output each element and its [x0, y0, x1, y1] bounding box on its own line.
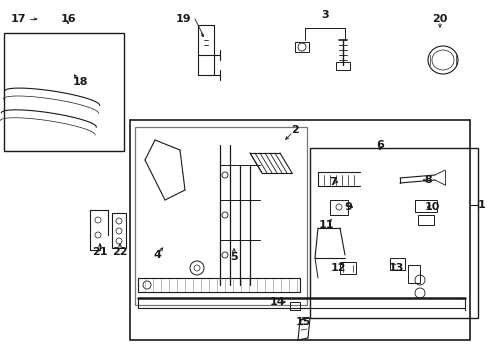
- Text: 21: 21: [92, 247, 108, 257]
- Text: 12: 12: [330, 263, 346, 273]
- Text: 10: 10: [424, 202, 440, 212]
- Bar: [112, 213, 126, 248]
- Text: 20: 20: [432, 14, 448, 24]
- Bar: [310, 148, 478, 318]
- Bar: [135, 127, 307, 305]
- Text: 19: 19: [175, 14, 191, 24]
- Bar: [415, 200, 437, 212]
- Text: 1: 1: [478, 200, 486, 210]
- Text: 7: 7: [329, 177, 337, 187]
- Bar: [330, 200, 348, 215]
- Text: 4: 4: [153, 250, 161, 260]
- Text: 2: 2: [291, 125, 299, 135]
- Bar: [4, 33, 124, 151]
- Text: 3: 3: [321, 10, 329, 20]
- Text: 13: 13: [388, 263, 404, 273]
- Bar: [418, 215, 434, 225]
- Text: 5: 5: [230, 252, 238, 262]
- Text: 8: 8: [424, 175, 432, 185]
- Text: 16: 16: [60, 14, 76, 24]
- Bar: [295, 42, 309, 52]
- Bar: [340, 262, 356, 274]
- Text: 6: 6: [376, 140, 384, 150]
- Bar: [336, 62, 350, 70]
- Text: 17: 17: [10, 14, 26, 24]
- Text: 14: 14: [269, 297, 285, 307]
- Bar: [390, 258, 405, 270]
- Text: 18: 18: [72, 77, 88, 87]
- Bar: [130, 120, 470, 340]
- Text: 22: 22: [112, 247, 128, 257]
- Bar: [408, 265, 420, 283]
- Text: 15: 15: [295, 317, 311, 327]
- Text: 9: 9: [344, 202, 352, 212]
- Text: 11: 11: [318, 220, 334, 230]
- Bar: [290, 302, 300, 310]
